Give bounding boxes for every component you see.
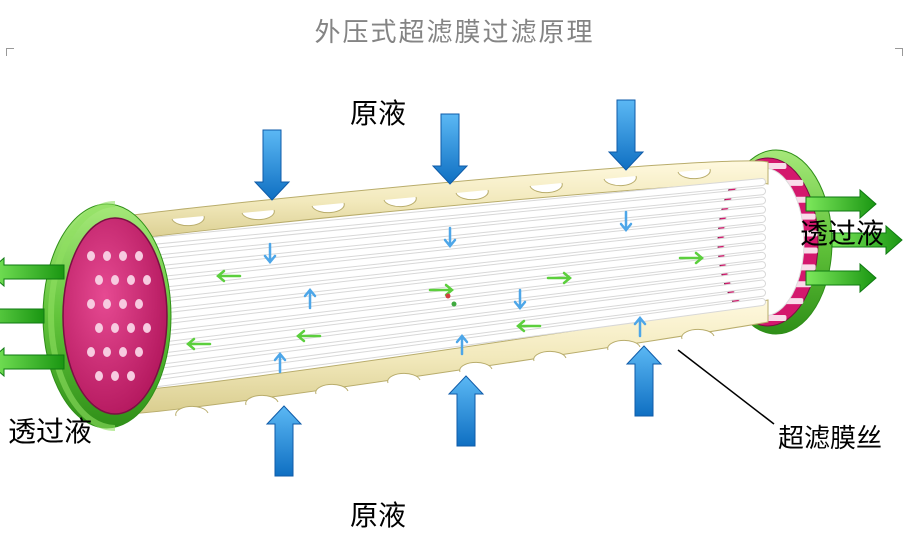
label-permeate-left: 透过液: [8, 410, 92, 450]
label-feed-bottom: 原液: [350, 494, 406, 534]
label-permeate-right: 透过液: [800, 212, 884, 252]
label-fiber: 超滤膜丝: [778, 418, 882, 455]
diagram-canvas: [0, 0, 909, 560]
membrane-module: [0, 100, 902, 476]
label-feed-top: 原液: [350, 92, 406, 132]
